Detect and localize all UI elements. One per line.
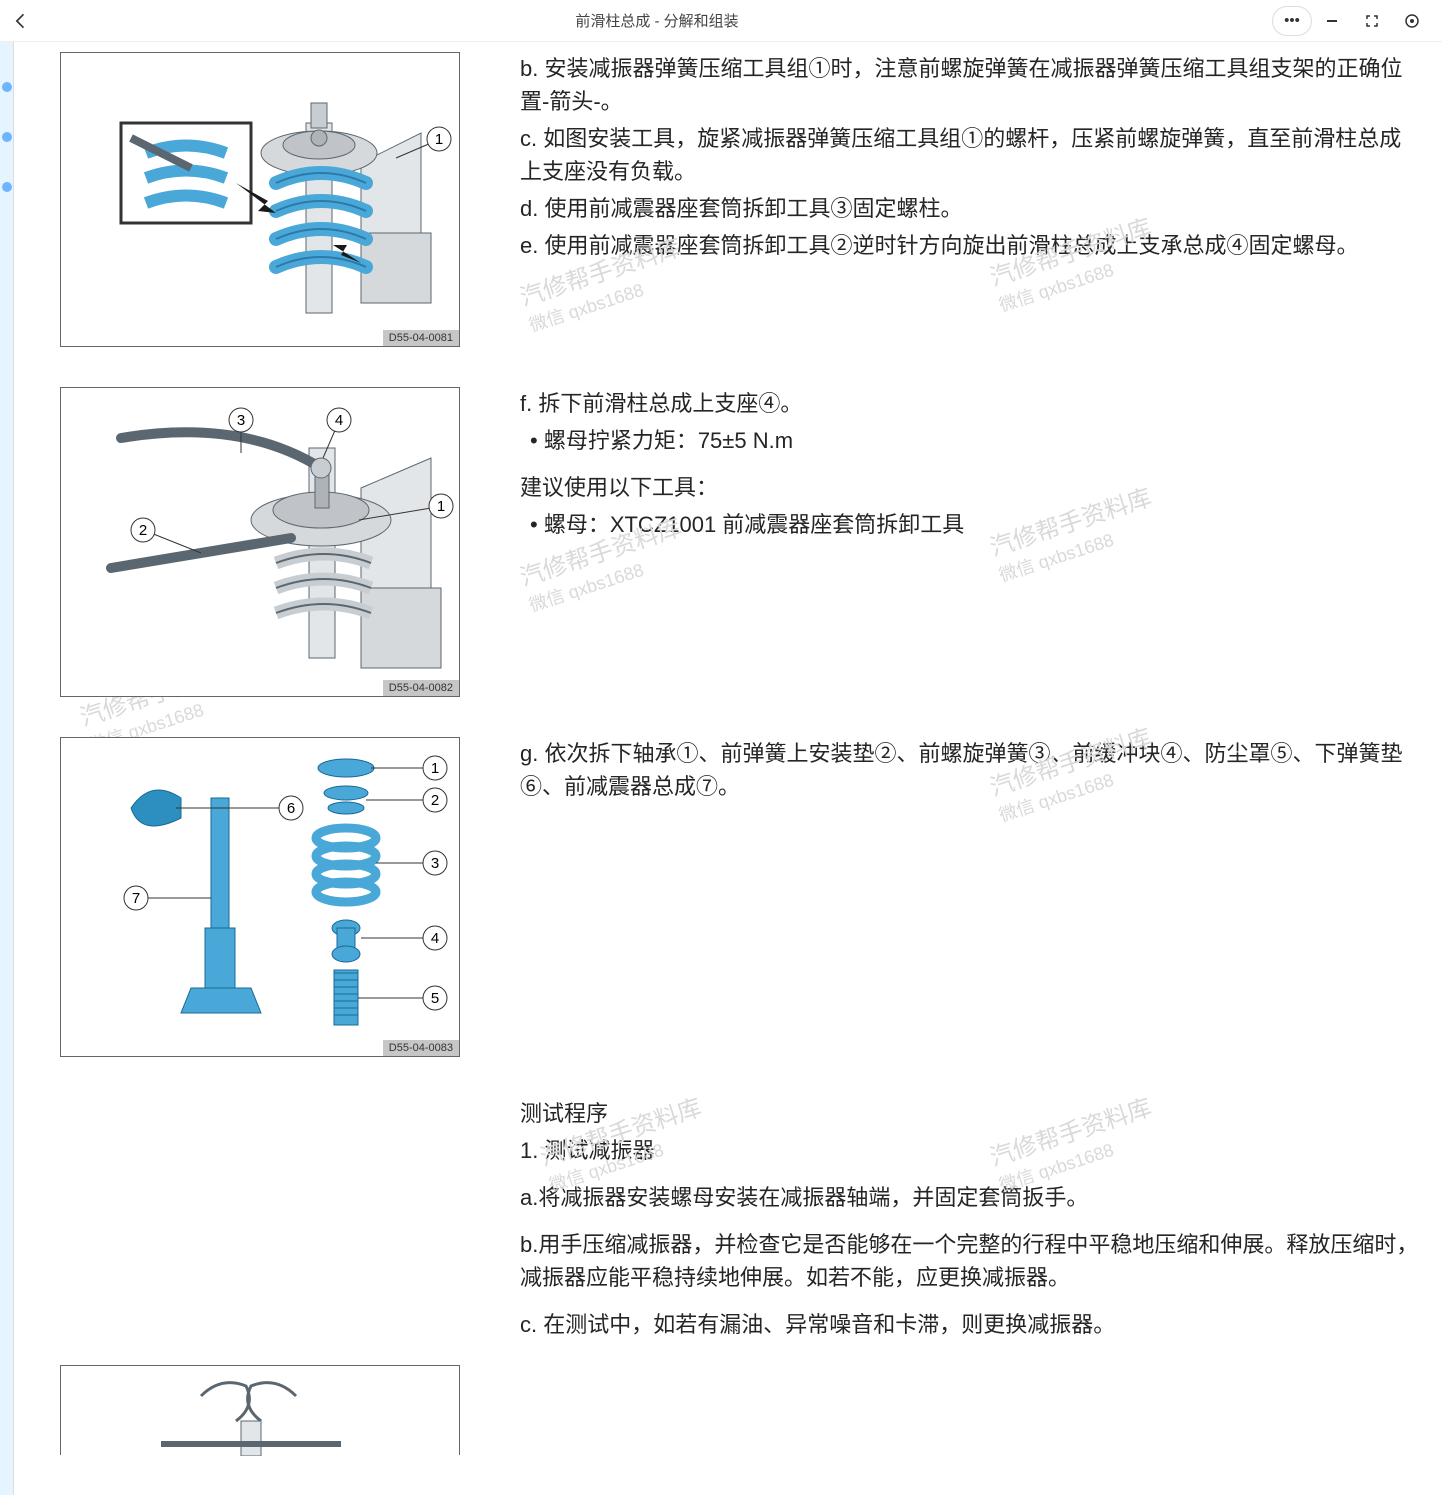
svg-text:2: 2 [431, 792, 439, 809]
step-e: e. 使用前减震器座套筒拆卸工具②逆时针方向旋出前滑柱总成上支承总成④固定螺母。 [520, 229, 1422, 262]
test-heading: 测试程序 [520, 1097, 1422, 1130]
page-title: 前滑柱总成 - 分解和组装 [42, 10, 1272, 31]
topbar: 前滑柱总成 - 分解和组装 ••• [0, 0, 1442, 42]
back-button[interactable] [0, 0, 42, 42]
step-f: f. 拆下前滑柱总成上支座④。 [520, 387, 1422, 420]
step-g: g. 依次拆下轴承①、前弹簧上安装垫②、前螺旋弹簧③、前缓冲块④、防尘罩⑤、下弹… [520, 737, 1422, 803]
svg-text:2: 2 [139, 522, 147, 539]
figure-2: 3 4 1 2 D55-04-0082 [60, 387, 460, 697]
figure-id: D55-04-0083 [383, 1040, 459, 1056]
test-step-a: a.将减振器安装螺母安装在减振器轴端，并固定套筒扳手。 [520, 1181, 1422, 1214]
test-procedure: 测试程序 1. 测试减振器 a.将减振器安装螺母安装在减振器轴端，并固定套筒扳手… [520, 1097, 1422, 1345]
fullscreen-icon [1365, 14, 1379, 28]
step-d: d. 使用前减震器座套筒拆卸工具③固定螺柱。 [520, 192, 1422, 225]
document-body: 汽修帮手资料库微信 qxbs1688 汽修帮手资料库微信 qxbs1688 汽修… [0, 52, 1442, 1495]
torque-spec: • 螺母拧紧力矩：75±5 N.m [530, 424, 1422, 457]
window-controls: ••• [1272, 6, 1442, 36]
instruction-text: g. 依次拆下轴承①、前弹簧上安装垫②、前螺旋弹簧③、前缓冲块④、防尘罩⑤、下弹… [520, 737, 1422, 807]
svg-text:3: 3 [237, 412, 245, 429]
svg-text:4: 4 [335, 412, 343, 429]
minimize-button[interactable] [1312, 6, 1352, 36]
svg-text:6: 6 [287, 800, 295, 817]
step-c: c. 如图安装工具，旋紧减振器弹簧压缩工具组①的螺杆，压紧前螺旋弹簧，直至前滑柱… [520, 122, 1422, 188]
figure-1: 1 D55-04-0081 [60, 52, 460, 347]
instruction-text: b. 安装减振器弹簧压缩工具组①时，注意前螺旋弹簧在减振器弹簧压缩工具组支架的正… [520, 52, 1422, 266]
figure-3: 1 2 3 4 5 6 7 D55-04-0083 [60, 737, 460, 1057]
svg-text:3: 3 [431, 855, 439, 872]
chevron-left-icon [11, 11, 31, 31]
fullscreen-button[interactable] [1352, 6, 1392, 36]
svg-text:1: 1 [431, 760, 439, 777]
instruction-text: f. 拆下前滑柱总成上支座④。 • 螺母拧紧力矩：75±5 N.m 建议使用以下… [520, 387, 1422, 545]
test-subheading: 1. 测试减振器 [520, 1134, 1422, 1167]
target-button[interactable] [1392, 6, 1432, 36]
figure-id: D55-04-0081 [383, 330, 459, 346]
figure-id: D55-04-0082 [383, 680, 459, 696]
more-button[interactable]: ••• [1272, 6, 1312, 36]
tool-suggestion-heading: 建议使用以下工具： [520, 471, 1422, 504]
svg-text:1: 1 [435, 131, 443, 148]
test-step-c: c. 在测试中，如若有漏油、异常噪音和卡滞，则更换减振器。 [520, 1308, 1422, 1341]
step-b: b. 安装减振器弹簧压缩工具组①时，注意前螺旋弹簧在减振器弹簧压缩工具组支架的正… [520, 52, 1422, 118]
target-icon [1404, 13, 1420, 29]
figure-4-partial [60, 1365, 460, 1455]
svg-text:7: 7 [132, 890, 140, 907]
test-step-b: b.用手压缩减振器，并检查它是否能够在一个完整的行程中平稳地压缩和伸展。释放压缩… [520, 1228, 1422, 1294]
minimize-icon [1325, 14, 1339, 28]
svg-text:4: 4 [431, 930, 439, 947]
more-icon: ••• [1284, 12, 1300, 29]
tool-item: • 螺母：XTCZ1001 前减震器座套筒拆卸工具 [530, 508, 1422, 541]
svg-text:1: 1 [437, 498, 445, 515]
svg-text:5: 5 [431, 990, 439, 1007]
